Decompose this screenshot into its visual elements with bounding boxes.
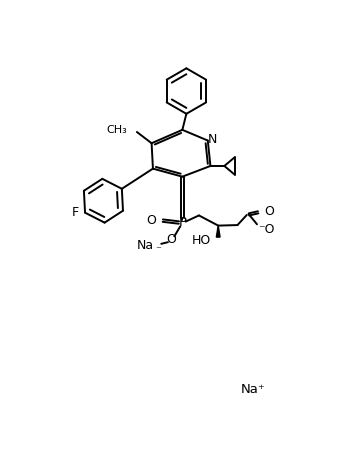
Text: F: F: [72, 206, 79, 219]
Text: N: N: [208, 133, 217, 146]
Text: O: O: [264, 205, 274, 218]
Polygon shape: [216, 226, 220, 237]
Text: CH₃: CH₃: [107, 125, 127, 135]
Text: ⁻O: ⁻O: [258, 223, 275, 235]
Text: ⁻: ⁻: [156, 245, 161, 255]
Text: O: O: [146, 214, 156, 227]
Text: P: P: [179, 216, 187, 229]
Text: Na⁺: Na⁺: [241, 383, 266, 396]
Text: Na: Na: [137, 239, 154, 252]
Text: O: O: [166, 233, 176, 246]
Text: HO: HO: [191, 234, 211, 247]
